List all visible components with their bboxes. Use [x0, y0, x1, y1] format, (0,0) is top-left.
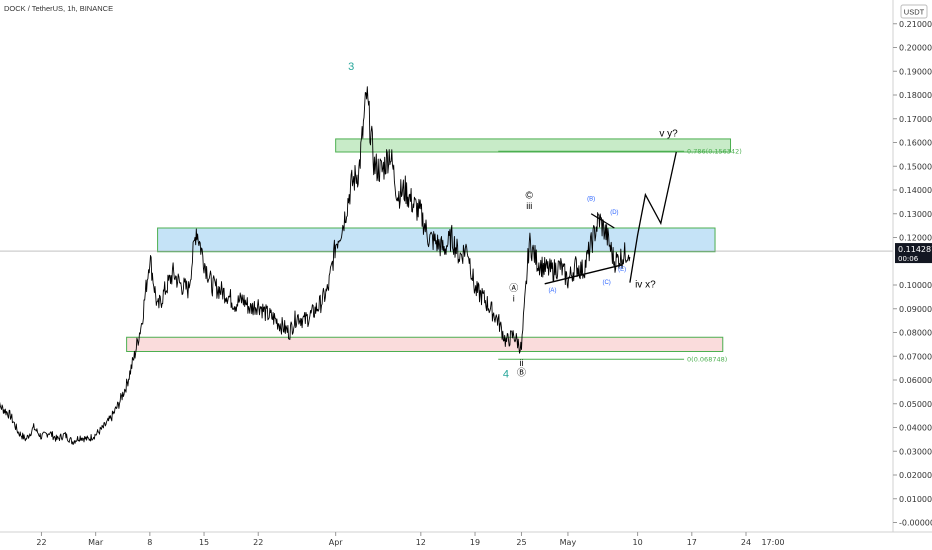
symbol-title: DOCK / TetherUS, 1h, BINANCE [4, 4, 113, 13]
wave-c: (C) [602, 280, 610, 286]
series-layer [0, 86, 631, 446]
x-tick-label: 19 [470, 538, 480, 547]
price-series-0 [0, 86, 631, 446]
wave-3: 3 [348, 61, 354, 73]
drawings-layer [544, 151, 677, 285]
x-tick-label: Apr [329, 538, 344, 547]
x-time-label: 17:00 [761, 538, 784, 547]
x-tick-label: 25 [516, 538, 526, 547]
wave-a: (A) [548, 288, 556, 294]
fib-0786-label: 0.786(0.156342) [687, 148, 742, 156]
triangle-upper [590, 213, 615, 229]
wave-4: 4 [503, 369, 509, 381]
wave-i: i [513, 294, 515, 304]
wave-i-a-circle: Ⓐ [509, 283, 518, 293]
x-tick-label: 22 [36, 538, 46, 547]
zones-layer [126, 138, 732, 352]
wave-iii: iii [526, 201, 532, 211]
price-badge-value: 0.114287 [898, 245, 932, 254]
wave-iii-c-circle: © [526, 190, 534, 201]
y-tick-label: -0.000000 [899, 519, 932, 528]
wave-ii: ii [519, 358, 523, 368]
wave-v-y: v y? [659, 129, 678, 140]
x-tick-label: 8 [147, 538, 152, 547]
wave-ii-b-circle: Ⓑ [517, 367, 526, 377]
fib-layer: 0.786(0.156342) 0(0.068748) [0, 148, 893, 364]
x-tick-label: 17 [687, 538, 697, 547]
blue-zone [157, 227, 716, 253]
triangle-lower [544, 264, 623, 285]
x-tick-label: 12 [416, 538, 426, 547]
x-tick-label: 10 [633, 538, 643, 547]
y-tick-label: 0.010000 [899, 495, 932, 504]
x-tick-label: May [560, 538, 577, 547]
currency-badge-label: USDT [904, 8, 925, 17]
price-badge: 0.114287 00:06 [895, 243, 932, 263]
x-tick-label: 15 [199, 538, 209, 547]
green-zone [335, 138, 732, 153]
currency-badge[interactable]: USDT [900, 4, 928, 19]
x-tick-label: 24 [741, 538, 751, 547]
time-axis[interactable]: 22 Mar 8 15 22 Apr 12 19 25 May 10 17 24 17:00 [36, 532, 785, 547]
red-zone [126, 336, 724, 352]
wave-e: (E) [618, 267, 626, 273]
wave-projection-path [629, 151, 677, 283]
x-tick-label: Mar [88, 538, 104, 547]
wave-d: (D) [610, 210, 618, 216]
x-tick-label: 22 [253, 538, 263, 547]
wave-b: (B) [587, 197, 595, 203]
wave-iv-x: iv x? [635, 279, 656, 290]
fib-0-label: 0(0.068748) [687, 356, 727, 364]
price-badge-countdown: 00:06 [898, 255, 919, 263]
